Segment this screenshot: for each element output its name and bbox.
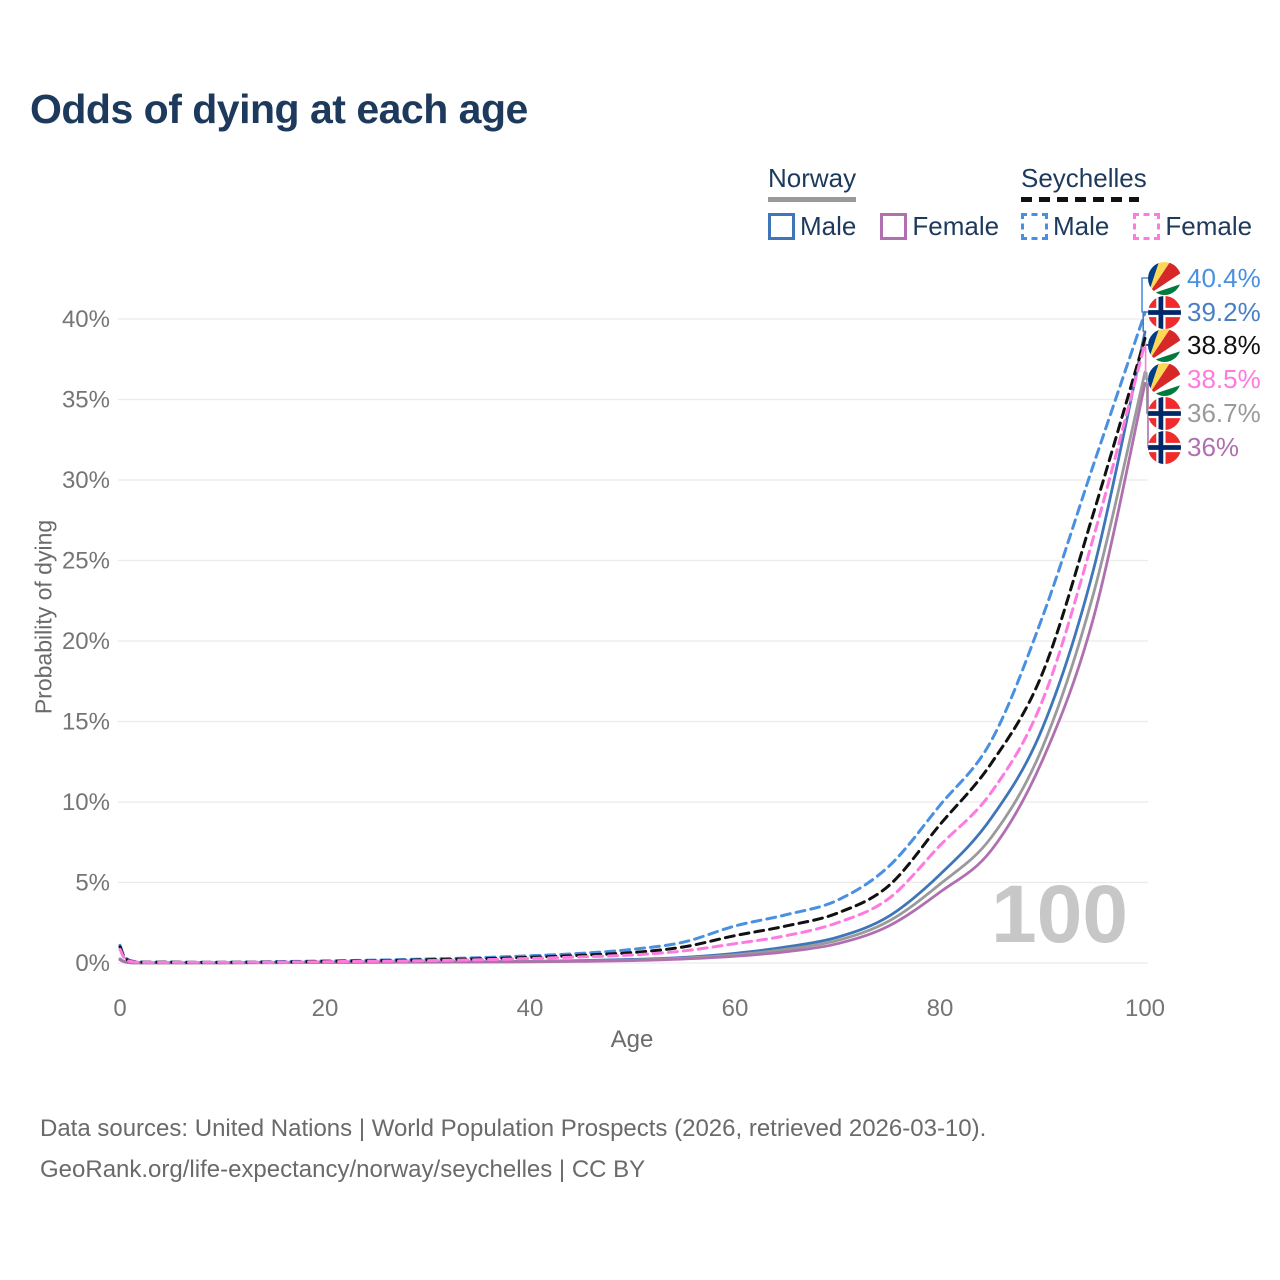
footer-url-line[interactable]: GeoRank.org/life-expectancy/norway/seych… (40, 1156, 646, 1183)
seychelles-flag-icon (1148, 363, 1181, 396)
end-label-seychelles-total[interactable]: 38.8% (1148, 328, 1261, 362)
legend-item-norway-male[interactable]: Male (768, 211, 856, 242)
end-label-value: 38.8% (1187, 329, 1261, 360)
legend-title-norway[interactable]: Norway (768, 163, 857, 193)
x-tick-label: 60 (722, 995, 749, 1022)
end-label-value: 39.2% (1187, 296, 1261, 327)
age-watermark: 100 (991, 869, 1128, 960)
seychelles-female-swatch-icon (1133, 213, 1161, 240)
seychelles-flag-icon (1148, 262, 1181, 295)
x-tick-label: 40 (517, 995, 544, 1022)
norway-flag-icon (1148, 296, 1181, 329)
end-label-norway-total[interactable]: 36.7% (1148, 396, 1261, 430)
seychelles-male-swatch-icon (1021, 213, 1048, 240)
y-tick-label: 5% (75, 870, 110, 897)
series-line-seychelles-male[interactable] (118, 311, 1147, 964)
y-tick-label: 0% (75, 950, 110, 977)
data-source-footer: Data sources: United Nations | World Pop… (40, 1108, 986, 1190)
series-line-seychelles-female[interactable] (118, 341, 1147, 964)
footer-sources-line: Data sources: United Nations | World Pop… (40, 1115, 987, 1142)
legend-label: Female (1165, 211, 1253, 241)
y-tick-label: 25% (62, 548, 110, 575)
y-tick-label: 20% (62, 628, 110, 655)
x-tick-label: 0 (113, 995, 126, 1022)
x-axis-title: Age (610, 1026, 654, 1053)
y-tick-label: 30% (62, 467, 110, 494)
y-axis-title: Probability of dying (30, 519, 57, 715)
x-tick-label: 80 (927, 995, 954, 1022)
seychelles-dashed-line-sample (1021, 197, 1139, 202)
y-tick-label: 40% (62, 306, 110, 333)
norway-flag-icon (1148, 397, 1181, 430)
end-label-seychelles-male[interactable]: 40.4% (1148, 261, 1261, 295)
legend-label: Female (912, 211, 1000, 241)
page-title: Odds of dying at each age (30, 86, 528, 132)
norway-flag-icon (1148, 431, 1181, 464)
end-label-seychelles-female[interactable]: 38.5% (1148, 362, 1261, 396)
legend-label: Male (800, 211, 857, 241)
y-tick-label: 35% (62, 387, 110, 414)
end-label-value: 36% (1187, 431, 1240, 462)
legend-item-seychelles-male[interactable]: Male (1021, 211, 1109, 242)
end-label-value: 40.4% (1187, 262, 1261, 293)
legend-title-seychelles[interactable]: Seychelles (1021, 163, 1147, 193)
legend-item-norway-female[interactable]: Female (880, 211, 999, 242)
end-label-norway-male[interactable]: 39.2% (1148, 295, 1261, 329)
norway-male-swatch-icon (768, 213, 795, 240)
seychelles-flag-icon (1148, 329, 1181, 362)
norway-solid-line-sample (768, 197, 856, 202)
end-label-value: 38.5% (1187, 363, 1261, 394)
legend-group-norway: Norway Male Female (768, 163, 999, 242)
end-label-value: 36.7% (1187, 397, 1261, 428)
x-tick-label: 20 (312, 995, 339, 1022)
legend-item-seychelles-female[interactable]: Female (1133, 211, 1252, 242)
end-label-norway-female[interactable]: 36% (1148, 430, 1239, 464)
norway-female-swatch-icon (880, 213, 908, 240)
legend-group-seychelles: Seychelles Male Female (1021, 163, 1252, 242)
y-tick-label: 15% (62, 709, 110, 736)
y-tick-label: 10% (62, 789, 110, 816)
x-tick-label: 100 (1125, 995, 1165, 1022)
legend-label: Male (1053, 211, 1110, 241)
